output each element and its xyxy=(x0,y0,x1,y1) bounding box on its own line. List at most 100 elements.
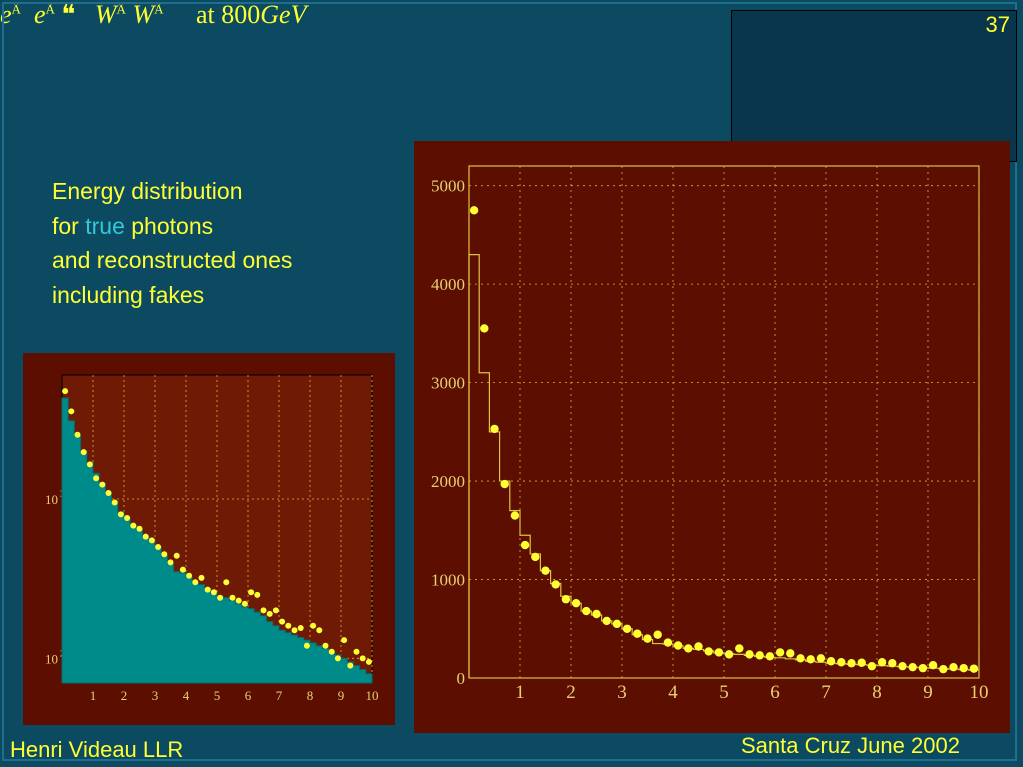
data-point xyxy=(959,663,968,673)
data-point xyxy=(939,664,948,674)
data-point xyxy=(551,580,560,589)
title-at: at 800 xyxy=(196,0,261,29)
data-point xyxy=(198,574,205,581)
data-point xyxy=(826,657,836,666)
data-point xyxy=(105,490,112,497)
description-text: for xyxy=(52,212,86,239)
data-point xyxy=(254,591,261,598)
data-point xyxy=(867,661,877,671)
data-point xyxy=(161,551,168,558)
data-point xyxy=(908,662,917,672)
data-point xyxy=(210,589,217,596)
data-point xyxy=(291,627,298,634)
slide-title: eÂ eÃ ❝ WÂ WÃ at 800GeV xyxy=(0,0,1023,30)
data-point xyxy=(347,662,354,669)
data-point xyxy=(68,408,75,415)
chart-panel xyxy=(414,141,1010,733)
data-point xyxy=(272,607,279,614)
description-line: for true photons xyxy=(52,209,292,244)
data-point xyxy=(341,637,348,644)
data-point xyxy=(633,629,642,638)
data-point xyxy=(714,648,724,657)
x-tick-label: 2 xyxy=(121,688,128,703)
data-point xyxy=(365,658,372,665)
x-tick-label: 6 xyxy=(770,682,780,703)
data-point xyxy=(816,654,826,663)
x-tick-label: 2 xyxy=(566,682,576,703)
title-sup: Â xyxy=(116,1,126,17)
data-point xyxy=(877,658,887,667)
data-point xyxy=(684,644,693,653)
data-point xyxy=(328,648,335,655)
data-point xyxy=(359,655,366,662)
data-point xyxy=(643,634,652,643)
data-point xyxy=(806,655,815,664)
data-point xyxy=(775,648,785,657)
data-point xyxy=(755,651,764,660)
log-energy-chart: 12345678910103102 xyxy=(23,353,395,725)
title-part: e xyxy=(33,0,46,29)
data-point xyxy=(279,618,286,625)
data-point xyxy=(316,627,323,634)
x-tick-label: 6 xyxy=(245,688,252,703)
data-point xyxy=(62,388,69,395)
y-tick-label: 5000 xyxy=(431,177,465,196)
data-point xyxy=(117,511,124,518)
data-point xyxy=(248,589,255,596)
x-tick-label: 4 xyxy=(183,688,190,703)
data-point xyxy=(74,431,81,438)
data-point xyxy=(694,642,703,651)
data-point xyxy=(142,533,149,540)
x-tick-label: 7 xyxy=(276,688,283,703)
data-point xyxy=(592,609,601,619)
data-point xyxy=(217,594,224,601)
title-unit: GeV xyxy=(260,0,307,29)
data-point xyxy=(223,579,230,586)
x-tick-label: 4 xyxy=(668,682,678,703)
data-point xyxy=(93,475,100,482)
description-text: photons xyxy=(124,212,214,239)
title-sup: Ã xyxy=(45,1,55,17)
data-point xyxy=(541,566,550,575)
x-tick-label: 10 xyxy=(366,688,379,703)
data-point xyxy=(510,511,520,520)
title-part: W xyxy=(94,0,117,29)
data-point xyxy=(322,642,329,649)
page-number: 37 xyxy=(985,12,1010,37)
data-point xyxy=(266,610,273,617)
data-point xyxy=(310,622,317,629)
data-point xyxy=(561,595,571,604)
x-tick-label: 10 xyxy=(970,682,989,703)
x-tick-label: 1 xyxy=(515,682,525,703)
y-tick-label: 10 xyxy=(45,651,58,666)
data-point xyxy=(80,449,87,456)
description-line: and reconstructed ones xyxy=(52,247,293,273)
data-point xyxy=(612,619,622,629)
data-point xyxy=(334,655,341,662)
data-point xyxy=(918,663,928,673)
data-point xyxy=(724,650,734,659)
data-point xyxy=(111,499,118,506)
y-tick-label: 1000 xyxy=(431,571,465,590)
data-point xyxy=(928,661,938,670)
title-part: W xyxy=(132,0,155,29)
title-sup: Ã xyxy=(154,1,164,17)
data-point xyxy=(622,624,632,633)
data-point xyxy=(949,662,958,672)
data-point xyxy=(260,607,267,614)
x-tick-label: 3 xyxy=(617,682,627,703)
data-point xyxy=(765,652,775,661)
data-point xyxy=(745,650,754,659)
x-tick-label: 9 xyxy=(338,688,345,703)
data-point xyxy=(167,559,174,566)
data-point xyxy=(148,537,155,544)
data-point xyxy=(297,624,304,631)
data-point xyxy=(155,543,162,550)
data-point xyxy=(500,479,509,489)
linear-energy-chart: 1 2 3 4 5 6 7 8 9 10 0 1000 2000 3000 4000 5000 xyxy=(414,141,1010,733)
y-tick-label: 4000 xyxy=(431,275,465,294)
data-point xyxy=(99,481,106,488)
data-point xyxy=(969,664,979,673)
